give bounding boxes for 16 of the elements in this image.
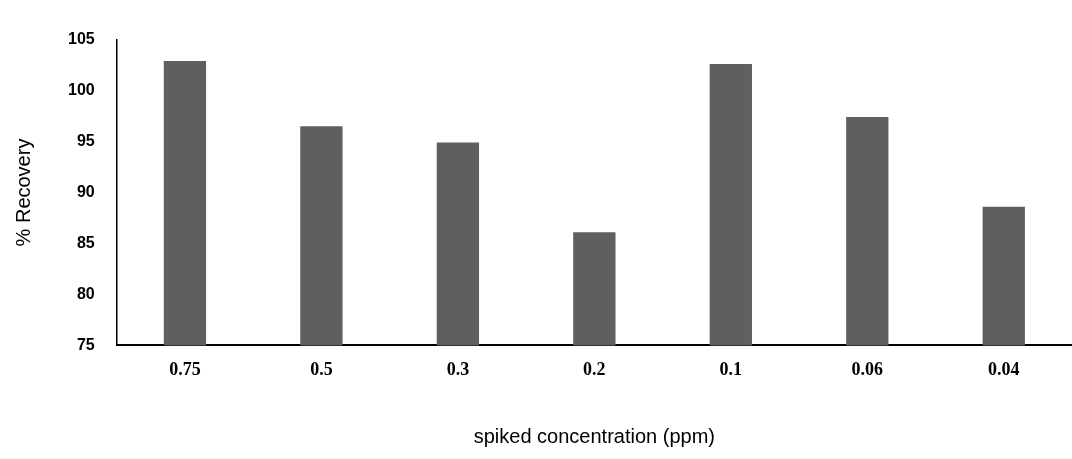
y-tick-label: 105 xyxy=(67,30,95,48)
x-tick-label: 0.1 xyxy=(719,358,743,379)
y-tick-label: 90 xyxy=(76,182,95,200)
x-tick-label: 0.04 xyxy=(988,358,1020,379)
y-tick-label: 85 xyxy=(76,233,95,251)
x-tick-label: 0.5 xyxy=(310,358,333,379)
y-axis-title: % Recovery xyxy=(11,138,34,247)
y-tick-label: 95 xyxy=(76,131,95,149)
x-tick-label: 0.75 xyxy=(169,358,201,379)
y-tick-label: 100 xyxy=(67,80,95,98)
y-tick-label: 80 xyxy=(76,284,95,302)
y-tick-label: 75 xyxy=(76,335,95,353)
x-tick-label: 0.3 xyxy=(446,358,470,379)
x-tick-label: 0.2 xyxy=(583,358,606,379)
x-tick-label: 0.06 xyxy=(851,358,884,379)
x-axis-title: spiked concentration (ppm) xyxy=(473,424,715,447)
